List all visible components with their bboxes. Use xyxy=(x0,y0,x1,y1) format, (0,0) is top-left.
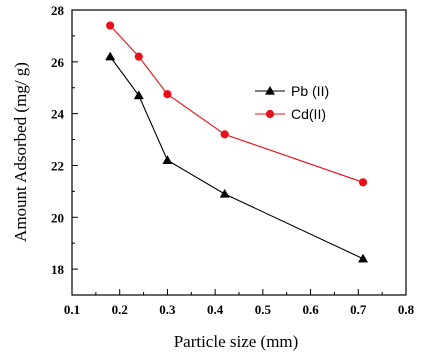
series-group xyxy=(105,21,369,263)
y-tick-label: 24 xyxy=(51,107,65,122)
data-point xyxy=(162,155,173,164)
x-tick-label: 0.1 xyxy=(64,302,80,317)
axes xyxy=(71,9,407,296)
y-tick-label: 18 xyxy=(51,262,65,277)
x-tick-label: 0.2 xyxy=(112,302,128,317)
data-point xyxy=(134,52,143,61)
legend-label: Pb (II) xyxy=(291,83,329,99)
x-tick-label: 0.7 xyxy=(350,302,367,317)
y-tick-label: 26 xyxy=(51,55,65,70)
x-tick-label: 0.3 xyxy=(159,302,176,317)
x-tick-label: 0.4 xyxy=(207,302,224,317)
data-point xyxy=(105,51,116,61)
series-cd xyxy=(106,21,368,187)
data-point xyxy=(358,253,369,263)
ticks: 0.1 0.2 0.3 0.4 0.5 0.6 0.7 0.8 18 20 22 24 26 28 xyxy=(51,3,415,317)
legend: Pb (II) Cd(II) xyxy=(255,83,329,122)
legend-entry: Pb (II) xyxy=(255,83,329,99)
legend-entry: Cd(II) xyxy=(255,106,326,122)
plot-frame xyxy=(71,9,407,296)
x-tick-label: 0.6 xyxy=(302,302,319,317)
data-point xyxy=(358,178,368,187)
legend-marker xyxy=(265,109,275,119)
x-tick-label: 0.8 xyxy=(398,302,415,317)
x-tick-label: 0.5 xyxy=(255,302,272,317)
legend-label: Cd(II) xyxy=(291,106,326,122)
y-axis-title: Amount Adsorbed (mg/ g) xyxy=(11,62,30,242)
data-point xyxy=(219,188,230,198)
data-point xyxy=(220,130,229,139)
series-line xyxy=(109,25,364,183)
y-tick-label: 22 xyxy=(51,158,64,173)
y-tick-label: 20 xyxy=(51,210,64,225)
data-point xyxy=(163,90,172,99)
series-pb xyxy=(105,51,369,263)
data-point xyxy=(133,90,144,100)
legend-marker xyxy=(264,85,276,95)
data-point xyxy=(106,21,115,30)
x-axis-title: Particle size (mm) xyxy=(174,332,299,351)
y-tick-label: 28 xyxy=(51,3,65,18)
